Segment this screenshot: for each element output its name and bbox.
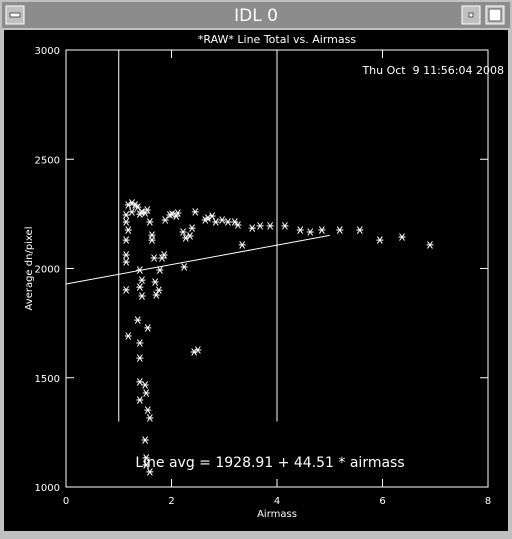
asterisk-point	[152, 291, 160, 299]
asterisk-point	[151, 278, 159, 286]
asterisk-point	[138, 276, 146, 284]
asterisk-point	[134, 316, 142, 324]
y-tick-label: 2000	[35, 265, 60, 276]
asterisk-point	[318, 226, 326, 234]
asterisk-point	[194, 346, 202, 354]
asterisk-point	[218, 216, 226, 224]
menu-icon	[9, 12, 21, 18]
asterisk-point	[155, 286, 163, 294]
asterisk-point	[136, 339, 144, 347]
asterisk-point	[122, 218, 130, 226]
asterisk-point	[191, 208, 199, 216]
asterisk-point	[156, 266, 164, 274]
asterisk-point	[142, 461, 150, 469]
asterisk-point	[146, 218, 154, 226]
asterisk-point	[134, 203, 142, 211]
asterisk-point	[142, 454, 150, 462]
asterisk-point	[356, 226, 364, 234]
asterisk-point	[141, 436, 149, 444]
asterisk-point	[231, 218, 239, 226]
asterisk-point	[150, 254, 158, 262]
asterisk-point	[124, 332, 132, 340]
y-tick-label: 3000	[35, 46, 60, 57]
asterisk-point	[122, 258, 130, 266]
asterisk-point	[160, 251, 168, 259]
asterisk-point	[136, 283, 144, 291]
x-tick-label: 2	[168, 496, 174, 507]
y-tick-label: 2500	[35, 155, 60, 166]
asterisk-point	[398, 233, 406, 241]
asterisk-point	[281, 222, 289, 230]
asterisk-point	[136, 378, 144, 386]
asterisk-point	[136, 354, 144, 362]
asterisk-point	[186, 232, 194, 240]
x-tick-label: 0	[63, 496, 69, 507]
asterisk-point	[144, 324, 152, 332]
asterisk-point	[138, 292, 146, 300]
maximize-icon	[488, 8, 502, 22]
asterisk-point	[141, 381, 149, 389]
asterisk-point	[224, 218, 232, 226]
asterisk-point	[212, 218, 220, 226]
plot: *RAW* Line Total vs. Airmass Thu Oct 9 11…	[24, 33, 504, 520]
asterisk-point	[179, 228, 187, 236]
asterisk-point	[174, 209, 182, 217]
asterisk-point	[146, 468, 154, 476]
x-axis-label: Airmass	[257, 509, 297, 520]
x-tick-label: 6	[379, 496, 385, 507]
asterisk-point	[248, 224, 256, 232]
asterisk-point	[306, 228, 314, 236]
asterisk-point	[188, 224, 196, 232]
asterisk-point	[128, 208, 136, 216]
fit-line	[65, 234, 330, 285]
asterisk-point	[136, 266, 144, 274]
asterisk-point	[161, 216, 169, 224]
asterisk-point	[122, 236, 130, 244]
asterisk-point	[146, 414, 154, 422]
y-tick-label: 1500	[35, 374, 60, 385]
asterisk-point	[180, 263, 188, 271]
asterisk-point	[122, 211, 130, 219]
asterisk-point	[238, 241, 246, 249]
asterisk-point	[256, 222, 264, 230]
asterisk-point	[234, 221, 242, 229]
y-tick-label: 1000	[35, 483, 60, 494]
title-bar	[2, 2, 510, 28]
asterisk-point	[142, 389, 150, 397]
asterisk-point	[143, 206, 151, 214]
asterisk-point	[376, 236, 384, 244]
asterisk-point	[124, 226, 132, 234]
minimize-icon	[468, 12, 474, 18]
date-stamp: Thu Oct 9 11:56:04 2008	[361, 64, 504, 77]
asterisk-point	[122, 286, 130, 294]
x-tick-label: 8	[485, 496, 491, 507]
fit-equation: Line avg = 1928.91 + 44.51 * airmass	[135, 455, 404, 471]
asterisk-point	[136, 396, 144, 404]
asterisk-point	[148, 236, 156, 244]
asterisk-point	[426, 241, 434, 249]
chart-title: *RAW* Line Total vs. Airmass	[198, 33, 356, 46]
window-title: IDL 0	[234, 6, 278, 26]
plot-canvas	[4, 30, 508, 531]
asterisk-point	[144, 406, 152, 414]
y-axis-label: Average dn/pixel	[24, 227, 35, 311]
asterisk-point	[122, 251, 130, 259]
asterisk-point	[266, 222, 274, 230]
x-tick-label: 4	[274, 496, 280, 507]
asterisk-point	[336, 226, 344, 234]
asterisk-point	[296, 226, 304, 234]
